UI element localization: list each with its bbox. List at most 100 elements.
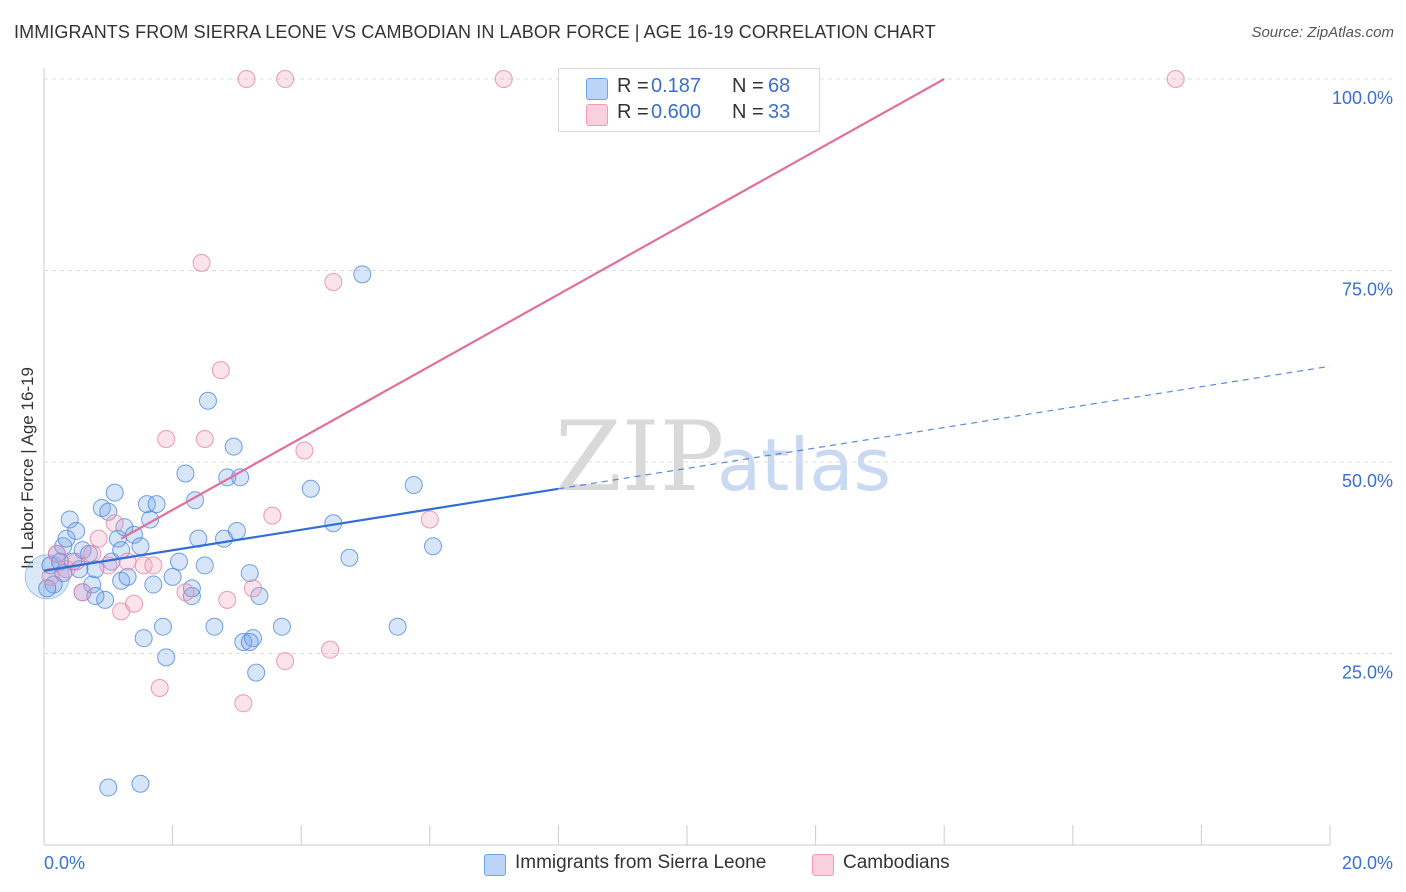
legend-row-sierra-leone: R = 0.187 N = 68 [559,75,819,101]
sierra-leone-point [153,617,172,636]
y-tick-label: 25.0% [1342,663,1393,683]
sierra-leone-point [170,552,189,571]
pink-swatch-icon [586,104,608,126]
cambodian-point [263,506,282,525]
cambodian-point [276,652,295,671]
cambodian-point [47,544,66,563]
cambodian-point [125,594,144,613]
legend-label: Cambodians [843,852,950,873]
sierra-leone-point [144,575,163,594]
cambodian-point [237,70,256,88]
y-tick-label: 100.0% [1332,88,1393,108]
sierra-leone-point [83,575,102,594]
sierra-leone-trend-extension [558,365,1331,490]
cambodian-point [195,430,214,449]
legend-r-value: 0.187 [651,75,702,97]
sierra-leone-point [118,567,137,586]
sierra-leone-point [240,564,259,583]
cambodian-point [192,253,211,272]
legend-n-label: N = [732,101,764,123]
legend-r-label: R = [617,75,649,97]
cambodian-point [218,590,237,609]
sierra-leone-point [224,437,243,456]
sierra-leone-point [99,502,118,521]
sierra-leone-point [388,617,407,636]
trend-lines [43,78,1331,572]
sierra-leone-point [105,483,124,502]
sierra-leone-point [134,629,153,648]
cambodian-point [83,544,102,563]
sierra-leone-point [198,391,217,410]
sierra-leone-point [227,521,246,540]
series-legend: Immigrants from Sierra Leone Cambodians [0,852,1406,878]
sierra-leone-point [131,774,150,793]
cambodian-point [41,567,60,586]
cambodian-point [211,361,230,380]
legend-n-value: 68 [768,75,791,97]
sierra-leone-point [195,556,214,575]
sierra-leone-point [125,525,144,544]
cambodian-point [243,579,262,598]
data-points [24,70,1185,797]
cambodian-point [176,583,195,602]
sierra-leone-point [131,537,150,556]
cambodian-trend-line [120,78,945,540]
sierra-leone-point [99,778,118,797]
sierra-leone-point [205,617,224,636]
cambodian-point [89,529,108,548]
sierra-leone-point [247,663,266,682]
sierra-leone-trend-line [43,487,559,572]
cambodian-point [420,510,439,529]
sierra-leone-point [301,479,320,498]
watermark-atlas: atlas [717,423,891,507]
pink-swatch-icon [812,854,834,876]
cambodian-point [324,272,343,291]
sierra-leone-point [137,495,156,514]
sierra-leone-point [340,548,359,567]
sierra-leone-point [67,521,86,540]
cambodian-point [321,640,340,659]
cambodian-point [73,583,92,602]
y-tick-label: 50.0% [1342,471,1393,491]
sierra-leone-point [157,648,176,667]
cambodian-point [276,70,295,88]
blue-swatch-icon [484,854,506,876]
watermark-zip: ZIP [555,401,724,513]
cambodian-point [1166,70,1185,88]
legend-r-value: 0.600 [651,101,702,123]
legend-n-value: 33 [768,101,791,123]
legend-n-label: N = [732,75,764,97]
cambodian-point [234,694,253,713]
cambodian-point [134,556,153,575]
cambodian-point [105,514,124,533]
legend-row-cambodians: R = 0.600 N = 33 [559,101,819,127]
sierra-leone-point [404,475,423,494]
sierra-leone-point [176,464,195,483]
sierra-leone-point [163,567,182,586]
cambodian-point [494,70,513,88]
legend-r-label: R = [617,101,649,123]
x-tick-label-max: 20.0% [1342,853,1393,873]
cambodian-point [150,678,169,697]
chart-source: Source: ZipAtlas.com [1251,24,1394,41]
cambodian-point [144,556,163,575]
cambodian-point [295,441,314,460]
sierra-leone-point [353,265,372,284]
y-tick-label: 75.0% [1342,280,1393,300]
x-axis [43,68,1331,846]
sierra-leone-point [234,633,253,652]
cambodian-point [157,430,176,449]
sierra-leone-point [272,617,291,636]
sierra-leone-point [240,633,259,652]
sierra-leone-point [424,537,443,556]
y-tick-labels: 25.0% 50.0% 75.0% 100.0% [1332,88,1393,683]
sierra-leone-point [147,495,166,514]
legend-label: Immigrants from Sierra Leone [515,852,767,873]
sierra-leone-point [60,510,79,529]
sierra-leone-point [38,579,57,598]
correlation-legend: R = 0.187 N = 68 R = 0.600 N = 33 [558,68,820,132]
blue-swatch-icon [586,78,608,100]
x-tick-label-min: 0.0% [44,853,85,873]
sierra-leone-point [57,529,76,548]
